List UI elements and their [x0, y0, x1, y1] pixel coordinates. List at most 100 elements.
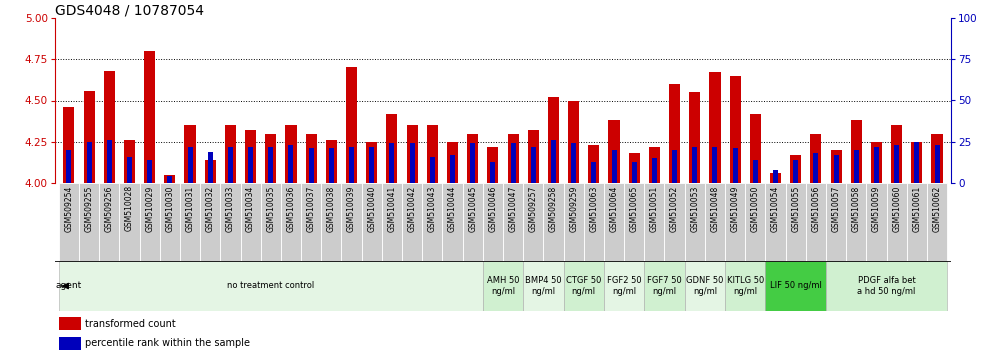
Bar: [911, 142, 922, 183]
Bar: [528, 130, 539, 183]
Text: GSM510033: GSM510033: [226, 185, 235, 232]
Text: LIF 50 ng/ml: LIF 50 ng/ml: [770, 281, 822, 291]
Bar: [592, 161, 597, 183]
Bar: [544, 183, 564, 261]
Bar: [309, 148, 314, 183]
Bar: [342, 183, 362, 261]
Bar: [100, 183, 120, 261]
Bar: [604, 183, 624, 261]
Bar: [790, 155, 801, 183]
Bar: [750, 114, 761, 183]
Text: GSM510043: GSM510043: [428, 185, 437, 232]
Text: GSM510036: GSM510036: [287, 185, 296, 232]
Text: GSM509254: GSM509254: [65, 185, 74, 232]
Bar: [104, 71, 115, 183]
Text: GSM510061: GSM510061: [912, 185, 921, 232]
Bar: [483, 261, 523, 311]
Text: percentile rank within the sample: percentile rank within the sample: [86, 338, 250, 348]
Bar: [346, 68, 358, 183]
Bar: [200, 183, 220, 261]
Bar: [64, 107, 75, 183]
Bar: [487, 147, 498, 183]
Text: BMP4 50
ng/ml: BMP4 50 ng/ml: [525, 276, 562, 296]
Bar: [483, 183, 503, 261]
Bar: [692, 147, 697, 183]
Text: GSM510035: GSM510035: [266, 185, 275, 232]
Bar: [240, 183, 261, 261]
Bar: [847, 183, 867, 261]
Bar: [322, 183, 342, 261]
Bar: [689, 92, 700, 183]
Text: GSM510063: GSM510063: [590, 185, 599, 232]
Bar: [831, 150, 842, 183]
Text: GSM510042: GSM510042: [407, 185, 416, 232]
Bar: [914, 142, 919, 183]
Text: GSM510034: GSM510034: [246, 185, 255, 232]
Bar: [187, 147, 192, 183]
Bar: [826, 261, 947, 311]
Bar: [268, 147, 273, 183]
Bar: [386, 114, 397, 183]
Bar: [59, 261, 483, 311]
Bar: [208, 152, 213, 183]
Bar: [564, 183, 584, 261]
Bar: [450, 155, 455, 183]
Bar: [684, 183, 705, 261]
Bar: [205, 160, 216, 183]
Text: GSM510046: GSM510046: [488, 185, 497, 232]
Bar: [612, 150, 617, 183]
Bar: [730, 76, 741, 183]
Bar: [245, 130, 256, 183]
Bar: [326, 140, 337, 183]
Text: GSM510065: GSM510065: [629, 185, 638, 232]
Text: GSM510051: GSM510051: [650, 185, 659, 232]
Text: transformed count: transformed count: [86, 319, 176, 329]
Bar: [511, 143, 516, 183]
Text: GSM510038: GSM510038: [327, 185, 336, 232]
Bar: [891, 125, 902, 183]
Bar: [124, 140, 135, 183]
Bar: [931, 133, 942, 183]
Bar: [87, 142, 92, 183]
Bar: [652, 158, 657, 183]
Bar: [628, 153, 639, 183]
Bar: [381, 183, 402, 261]
Text: GSM510039: GSM510039: [347, 185, 356, 232]
Text: GSM509257: GSM509257: [529, 185, 538, 232]
Bar: [648, 147, 660, 183]
Bar: [144, 51, 155, 183]
Bar: [60, 318, 81, 330]
Bar: [362, 183, 381, 261]
Bar: [367, 142, 377, 183]
Bar: [286, 125, 297, 183]
Text: GSM509256: GSM509256: [105, 185, 114, 232]
Bar: [147, 160, 152, 183]
Bar: [725, 261, 766, 311]
Bar: [548, 97, 559, 183]
Bar: [644, 183, 664, 261]
Bar: [59, 183, 79, 261]
Bar: [370, 147, 374, 183]
Bar: [709, 73, 720, 183]
Bar: [664, 183, 684, 261]
Text: FGF7 50
ng/ml: FGF7 50 ng/ml: [647, 276, 682, 296]
Bar: [624, 183, 644, 261]
Bar: [126, 156, 132, 183]
Bar: [139, 183, 159, 261]
Bar: [159, 183, 180, 261]
Bar: [934, 145, 939, 183]
Bar: [220, 183, 240, 261]
Text: CTGF 50
ng/ml: CTGF 50 ng/ml: [566, 276, 602, 296]
Bar: [180, 183, 200, 261]
Bar: [523, 261, 564, 311]
Bar: [644, 261, 684, 311]
Bar: [894, 145, 899, 183]
Text: KITLG 50
ng/ml: KITLG 50 ng/ml: [727, 276, 764, 296]
Bar: [766, 183, 786, 261]
Bar: [467, 133, 478, 183]
Bar: [851, 120, 862, 183]
Bar: [107, 140, 112, 183]
Bar: [265, 133, 276, 183]
Bar: [67, 150, 72, 183]
Text: GSM510050: GSM510050: [751, 185, 760, 232]
